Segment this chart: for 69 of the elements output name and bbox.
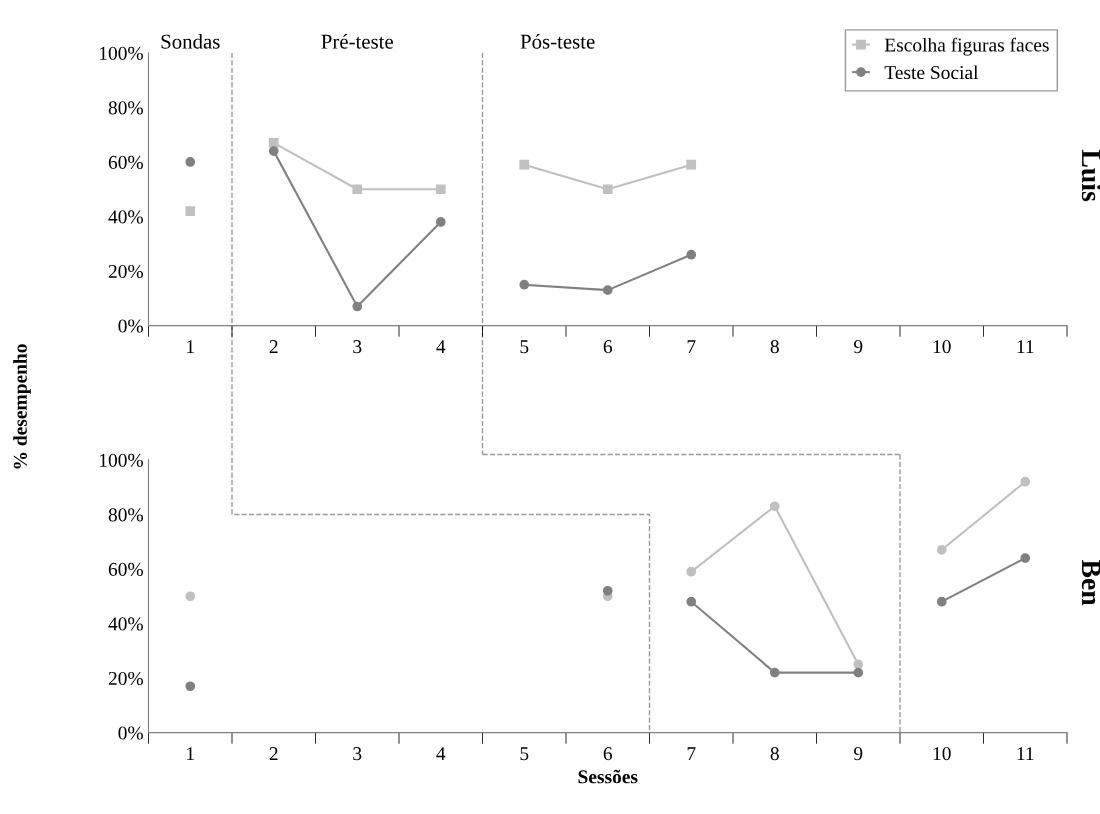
point [185, 681, 196, 692]
y-tick-label: 40% [108, 617, 143, 631]
point [185, 206, 196, 216]
x-tick-label: 4 [436, 340, 446, 353]
point [686, 249, 697, 260]
point [268, 138, 279, 148]
point [185, 591, 196, 602]
x-tick-label: 10 [933, 747, 951, 761]
x-tick-label: 6 [603, 747, 613, 761]
y-tick-label: 40% [108, 210, 143, 224]
legend-label: Escolha figuras faces [884, 37, 1049, 56]
x-tick-label: 1 [187, 340, 194, 353]
y-tick-label: 0% [118, 726, 143, 740]
point [769, 501, 780, 512]
x-tick-label: 8 [770, 747, 779, 761]
point [268, 146, 279, 156]
legend-label: Teste Social [884, 65, 979, 80]
point [519, 159, 530, 170]
x-tick-label: 7 [687, 747, 696, 760]
point [686, 566, 697, 577]
point [352, 301, 363, 312]
point [435, 217, 446, 227]
x-tick-label: 3 [353, 340, 362, 354]
point [1020, 553, 1031, 563]
y-tick-label: 100% [99, 453, 143, 467]
x-tick-label: 3 [353, 747, 362, 761]
x-tick-label: 1 [187, 747, 194, 760]
y-tick-label: 60% [108, 155, 143, 169]
point [602, 184, 613, 195]
text: Ben [1081, 559, 1100, 606]
y-tick-label: 100% [99, 46, 143, 60]
x-tick-label: 2 [269, 340, 278, 353]
x-tick-label: 4 [436, 747, 446, 760]
point [1020, 476, 1031, 487]
x-tick-label: 9 [854, 747, 863, 761]
point [686, 596, 697, 607]
x-axis-title: Sessões [578, 769, 638, 784]
y-tick-label: 20% [108, 671, 143, 686]
y-axis-title: % desempenho [13, 344, 31, 469]
point [686, 159, 697, 170]
point [435, 184, 446, 195]
y-tick-label: 80% [108, 508, 143, 522]
point [519, 279, 530, 290]
x-tick-label: 11 [1017, 340, 1034, 353]
text: Sondas [161, 34, 220, 49]
point [602, 585, 613, 596]
point [352, 184, 363, 195]
y-tick-label: 20% [108, 264, 143, 279]
x-tick-label: 5 [520, 340, 529, 354]
x-tick-label: 10 [933, 340, 951, 354]
x-tick-label: 8 [770, 340, 779, 354]
point [853, 659, 864, 670]
x-tick-label: 5 [520, 747, 529, 761]
point [936, 596, 947, 607]
x-tick-label: 2 [269, 747, 278, 760]
text: Pré-teste [321, 33, 393, 49]
x-tick-label: 6 [603, 340, 613, 354]
point [602, 285, 613, 296]
y-tick-label: 60% [108, 562, 143, 576]
point [185, 157, 196, 167]
x-tick-label: 11 [1017, 747, 1034, 760]
point [853, 667, 864, 678]
point [769, 667, 780, 678]
point [936, 545, 947, 555]
text: Pós-teste [520, 33, 595, 49]
y-tick-label: 80% [108, 101, 143, 115]
x-tick-label: 9 [854, 340, 863, 354]
x-tick-label: 7 [687, 340, 696, 353]
y-tick-label: 0% [118, 319, 143, 333]
